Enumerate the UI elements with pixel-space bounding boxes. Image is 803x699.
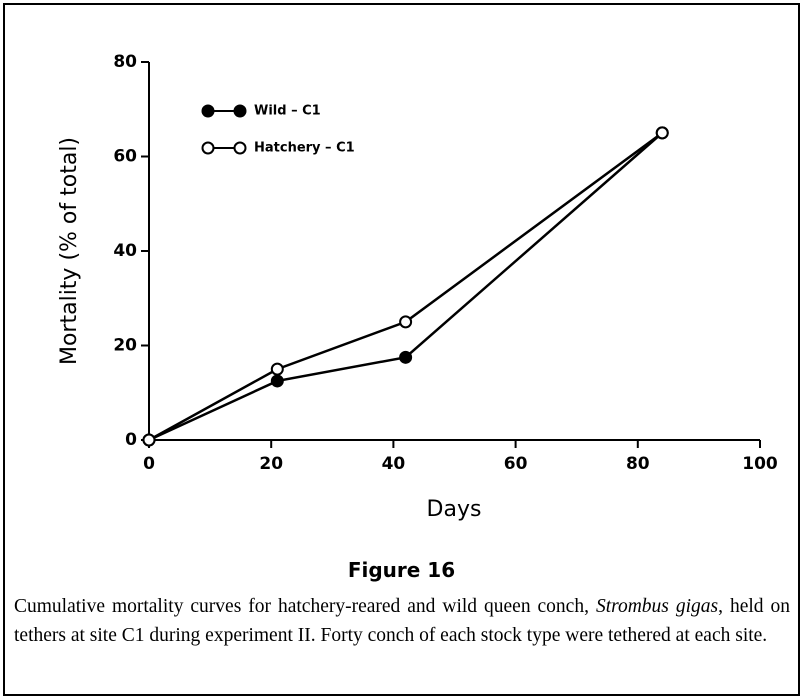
y-tick-label: 0 <box>125 430 137 450</box>
legend-marker <box>233 104 247 118</box>
x-tick-label: 0 <box>143 454 155 474</box>
y-axis-label: Mortality (% of total) <box>57 137 82 365</box>
legend-marker <box>201 141 215 155</box>
x-tick-label: 80 <box>626 454 650 474</box>
legend-marker <box>201 104 215 118</box>
x-tick-label: 100 <box>742 454 778 474</box>
figure-label: Figure 16 <box>347 558 456 582</box>
legend-label: Wild – C1 <box>254 104 321 119</box>
y-tick-label: 40 <box>113 241 137 261</box>
caption-species: Strombus gigas <box>595 596 719 617</box>
series-line <box>148 131 664 442</box>
series-line <box>148 131 663 442</box>
legend-marker <box>233 141 247 155</box>
y-tick-label: 60 <box>113 147 137 167</box>
y-tick-label: 20 <box>113 336 137 356</box>
data-point <box>399 350 413 364</box>
data-point <box>270 374 284 388</box>
x-axis-label: Days <box>427 497 482 522</box>
y-tick-label: 80 <box>113 52 137 72</box>
data-point <box>142 433 156 447</box>
frame <box>3 3 800 696</box>
data-point <box>399 315 413 329</box>
caption-text: Cumulative mortality curves for hatchery… <box>14 596 596 617</box>
x-tick-label: 40 <box>382 454 406 474</box>
data-point <box>270 362 284 376</box>
caption-text: , held on tethers at site C1 during expe… <box>14 596 791 646</box>
x-tick-label: 20 <box>259 454 283 474</box>
legend-label: Hatchery – C1 <box>254 141 355 156</box>
caption: Cumulative mortality curves for hatchery… <box>14 592 790 650</box>
data-point <box>655 126 669 140</box>
x-tick-label: 60 <box>504 454 528 474</box>
